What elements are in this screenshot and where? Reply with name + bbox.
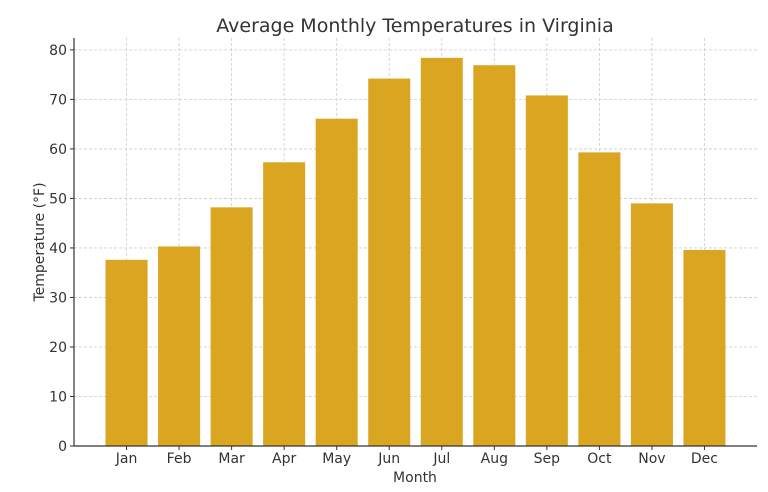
x-tick-label: Nov [638, 451, 665, 467]
bar-may [315, 118, 358, 446]
chart-title: Average Monthly Temperatures in Virginia [216, 15, 613, 37]
y-tick-label: 30 [49, 290, 67, 306]
x-tick-label: Dec [691, 451, 718, 467]
x-tick-label: Apr [272, 451, 296, 467]
bar-aug [473, 65, 516, 447]
bar-oct [578, 152, 621, 446]
x-tick-label: Mar [218, 451, 245, 467]
x-tick-label: Jun [377, 451, 400, 467]
y-tick-label: 0 [58, 439, 67, 455]
bar-mar [210, 207, 253, 446]
y-tick-label: 60 [49, 142, 67, 158]
bar-jul [420, 57, 463, 447]
y-tick-label: 10 [49, 389, 67, 405]
bar-sep [525, 95, 568, 446]
ticks: 0 10 20 30 40 50 60 70 80 Jan Feb Mar Apr May Jun Jul Au… [49, 43, 718, 467]
bar-dec [683, 249, 726, 446]
x-tick-label: May [322, 451, 351, 467]
x-tick-label: Feb [167, 451, 192, 467]
bar-nov [630, 203, 673, 446]
x-axis-label: Month [393, 470, 437, 486]
y-tick-label: 80 [49, 43, 67, 59]
bar-jan [105, 259, 148, 446]
axes [73, 38, 757, 447]
y-tick-label: 50 [49, 191, 67, 207]
x-tick-label: Sep [534, 451, 561, 467]
y-tick-label: 40 [49, 241, 67, 257]
bar-feb [158, 246, 201, 446]
x-tick-label: Jul [432, 451, 450, 467]
x-tick-label: Aug [481, 451, 508, 467]
y-tick-label: 20 [49, 340, 67, 356]
x-tick-label: Jan [115, 451, 138, 467]
x-tick-label: Oct [587, 451, 612, 467]
bar-apr [263, 162, 306, 446]
y-tick-label: 70 [49, 92, 67, 108]
bars [105, 57, 726, 447]
bar-jun [368, 78, 411, 447]
y-axis-label: Temperature (°F) [32, 182, 48, 302]
